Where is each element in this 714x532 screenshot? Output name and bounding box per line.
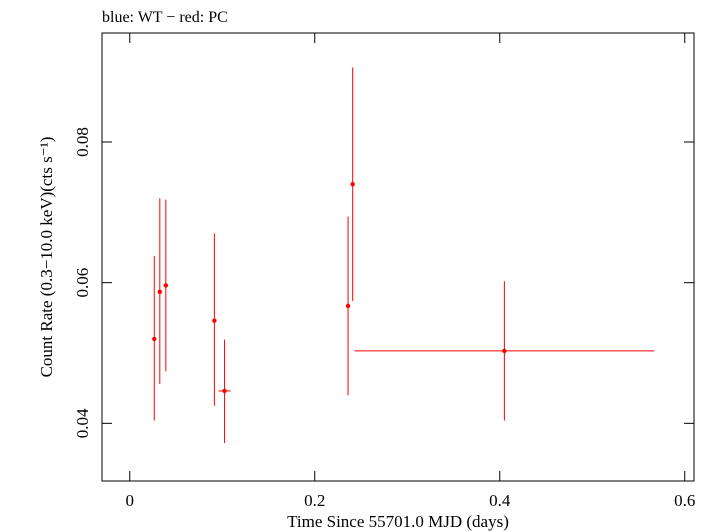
point-marker: [212, 318, 217, 323]
point-marker: [222, 388, 227, 394]
data-point: [152, 255, 157, 421]
y-tick-label: 0.04: [73, 408, 92, 438]
x-axis-label: Time Since 55701.0 MJD (days): [287, 512, 509, 531]
point-marker: [345, 303, 351, 309]
x-tick-label: 0.6: [674, 491, 695, 510]
x-tick-label: 0.2: [304, 491, 325, 510]
x-tick-label: 0: [126, 491, 135, 510]
y-tick-label: 0.06: [73, 268, 92, 298]
y-tick-label: 0.08: [73, 127, 92, 157]
x-axis: 0 0.2 0.4 0.6: [126, 33, 695, 510]
data-point: [345, 216, 351, 396]
data-point: [354, 281, 655, 421]
data-point: [212, 233, 217, 406]
point-marker: [152, 336, 157, 342]
point-marker: [350, 182, 355, 187]
chart-title: blue: WT − red: PC: [102, 9, 228, 26]
y-axis-label: Count Rate (0.3−10.0 keV)(cts s⁻¹): [37, 137, 56, 378]
x-tick-label: 0.4: [489, 491, 511, 510]
data-point: [218, 339, 231, 444]
data-point: [350, 67, 355, 301]
plot-frame: [101, 32, 695, 482]
point-marker: [502, 348, 507, 354]
data-points: [152, 67, 655, 444]
point-marker: [163, 283, 169, 288]
point-marker: [157, 289, 163, 295]
y-axis: 0.04 0.06 0.08: [73, 127, 694, 438]
data-point: [163, 199, 169, 372]
data-point: [157, 198, 163, 384]
